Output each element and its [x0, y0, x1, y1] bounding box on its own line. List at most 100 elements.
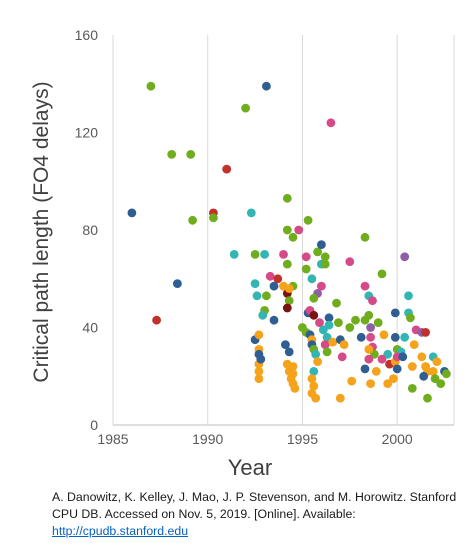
x-axis-title: Year	[228, 455, 272, 480]
data-point	[423, 393, 432, 403]
data-point	[281, 340, 290, 349]
data-point	[282, 225, 292, 235]
data-point	[186, 150, 196, 159]
data-point	[309, 381, 319, 391]
data-point	[390, 308, 400, 318]
data-point	[288, 232, 298, 242]
data-point	[409, 340, 419, 349]
data-point	[262, 81, 271, 91]
data-point	[324, 313, 334, 323]
citation-link[interactable]: http://cpudb.stanford.edu	[52, 524, 189, 538]
data-point	[360, 315, 370, 325]
data-point	[209, 213, 218, 223]
data-point	[351, 315, 360, 325]
data-point	[406, 313, 415, 323]
data-point	[303, 215, 313, 225]
data-point	[360, 281, 370, 291]
data-point	[173, 279, 182, 288]
data-point	[398, 352, 408, 362]
data-point	[311, 349, 321, 359]
x-tick-label: 1995	[287, 431, 318, 447]
data-point	[317, 281, 326, 291]
data-point	[322, 347, 332, 357]
data-point	[260, 250, 269, 259]
x-tick-label: 1990	[192, 431, 223, 447]
y-tick-label: 160	[75, 27, 99, 43]
data-point	[311, 393, 321, 403]
data-point	[222, 164, 232, 174]
data-point	[258, 310, 268, 320]
data-point	[400, 332, 410, 342]
data-point	[282, 193, 292, 203]
y-tick-label: 40	[82, 320, 98, 336]
data-point	[356, 332, 366, 342]
data-point	[436, 379, 446, 388]
data-point	[377, 269, 387, 279]
data-point	[254, 367, 264, 376]
data-point	[256, 354, 266, 364]
data-point	[250, 250, 260, 259]
data-point	[373, 318, 383, 327]
data-point	[366, 323, 375, 332]
data-point	[332, 298, 341, 308]
data-point	[269, 281, 279, 291]
data-point	[383, 349, 393, 359]
data-point	[254, 330, 264, 340]
data-point	[313, 247, 322, 257]
data-point	[229, 250, 239, 259]
data-point	[254, 374, 264, 384]
data-point	[366, 379, 375, 388]
data-point	[368, 296, 377, 306]
data-point	[407, 362, 417, 371]
data-point	[326, 118, 336, 128]
data-point	[284, 296, 294, 306]
data-point	[307, 374, 317, 384]
data-point	[294, 225, 304, 235]
data-point	[262, 291, 271, 301]
data-point	[324, 320, 334, 330]
data-point	[383, 379, 393, 388]
data-point	[273, 274, 283, 284]
data-point	[269, 315, 279, 325]
data-point	[284, 347, 294, 357]
data-point	[419, 371, 429, 381]
data-point	[290, 384, 300, 393]
data-point	[404, 291, 413, 301]
data-point	[364, 345, 374, 354]
data-point	[320, 259, 330, 269]
data-point	[313, 357, 322, 366]
data-point	[379, 330, 389, 340]
data-point	[315, 318, 324, 327]
data-point	[309, 310, 319, 320]
data-point	[152, 315, 162, 325]
data-point	[339, 340, 349, 349]
data-point	[390, 332, 400, 342]
data-point	[246, 208, 256, 218]
y-axis-title: Critical path length (FO4 delays)	[30, 81, 53, 382]
data-point	[250, 279, 260, 288]
data-point	[328, 337, 338, 347]
data-point	[317, 240, 326, 250]
data-point	[417, 352, 427, 362]
scatter-chart: 1985 1990 1995 2000 0 40 80 120 160 Year Critic…	[30, 27, 455, 480]
y-tick-label: 80	[82, 222, 98, 238]
data-point	[377, 354, 387, 364]
x-tick-label: 2000	[382, 431, 413, 447]
x-tick-labels: 1985 1990 1995 2000	[97, 431, 413, 447]
data-point	[309, 293, 319, 303]
y-tick-labels: 0 40 80 120 160	[75, 27, 99, 433]
data-point	[288, 369, 298, 379]
citation: A. Danowitz, K. Kelley, J. Mao, J. P. St…	[52, 489, 462, 540]
x-tick-label: 1985	[97, 431, 128, 447]
data-point	[364, 354, 374, 364]
data-point	[345, 323, 355, 332]
data-point	[360, 364, 370, 374]
data-point	[320, 340, 330, 349]
data-point	[301, 264, 311, 274]
data-point	[400, 252, 410, 262]
data-point	[320, 252, 330, 262]
data-point	[309, 367, 319, 376]
data-points	[127, 81, 451, 403]
data-point	[265, 271, 275, 281]
data-point	[371, 367, 381, 376]
